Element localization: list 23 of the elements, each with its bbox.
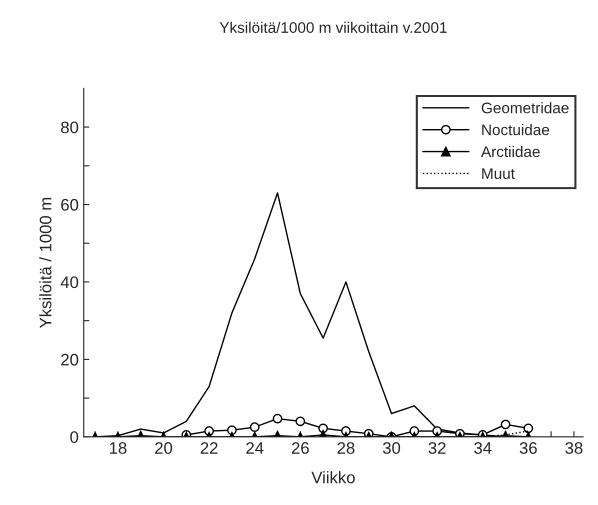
y-tick-label: 0 — [70, 431, 78, 444]
y-tick-label: 20 — [61, 354, 78, 366]
y-tick-label: 80 — [61, 121, 78, 134]
x-tick-label: 32 — [428, 442, 446, 454]
x-tick-label: 28 — [337, 442, 354, 454]
x-tick-label: 24 — [246, 442, 264, 454]
x-tick-label: 36 — [520, 442, 537, 454]
y-tick-label: 40 — [60, 276, 78, 288]
x-tick-label: 38 — [565, 442, 582, 454]
x-tick-label: 22 — [200, 442, 218, 454]
x-tick-label: 20 — [155, 442, 172, 454]
legend-label: Muut — [482, 168, 515, 179]
y-axis-title: Yksilöitä / 1000 m — [39, 198, 52, 328]
legend-label: Arctiidae — [481, 146, 540, 158]
x-tick-label: 30 — [382, 442, 400, 454]
y-tick-label: 60 — [61, 198, 78, 211]
x-tick-label: 34 — [474, 442, 492, 454]
x-tick-label: 26 — [292, 442, 309, 454]
chart-title: Yksilöitä/1000 m viikoittain v.2001 — [220, 22, 447, 33]
x-axis-title: Viikko — [311, 471, 355, 484]
x-tick-label: 18 — [110, 442, 126, 454]
legend-label: Geometridae — [482, 102, 569, 114]
legend-label: Noctuidae — [482, 124, 550, 136]
